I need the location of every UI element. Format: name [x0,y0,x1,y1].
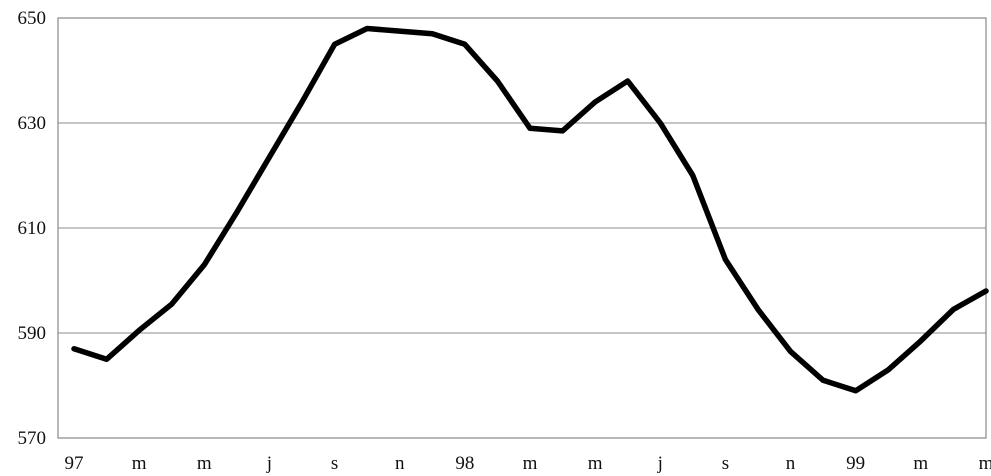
y-tick-label: 610 [18,218,47,239]
x-axis-tick-labels: 97 m m j s n 98 m m j s n 99 m m [65,453,991,474]
x-tick-label: m [197,453,212,474]
x-tick-label: m [132,453,147,474]
series-group [71,25,989,394]
gridlines [58,122,986,334]
series-line [71,25,989,394]
x-tick-label: 99 [846,453,865,474]
plot-area-frame [57,17,987,439]
x-tick-label: 98 [455,453,474,474]
x-tick-label: m [588,453,603,474]
y-tick-label: 570 [18,428,47,449]
x-tick-label: m [913,453,928,474]
x-tick-label: m [979,453,991,474]
y-axis-tick-labels: 570 590 610 630 650 [18,8,47,449]
x-tick-label: n [786,453,796,474]
x-tick-label: j [657,453,663,474]
x-tick-label: s [722,453,729,474]
y-tick-label: 630 [18,113,47,134]
x-tick-label: m [523,453,538,474]
y-tick-label: 650 [18,8,47,29]
x-tick-label: n [395,453,405,474]
x-tick-label: 97 [65,453,84,474]
y-tick-label: 590 [18,323,47,344]
x-tick-label: j [266,453,272,474]
x-tick-label: s [331,453,338,474]
